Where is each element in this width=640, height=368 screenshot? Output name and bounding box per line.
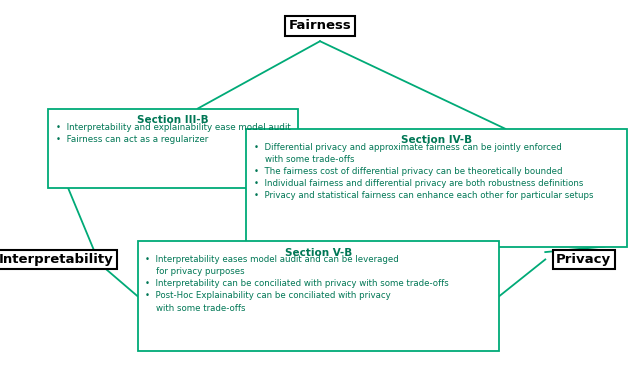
Text: Privacy: Privacy [556,253,611,266]
Text: •  Interpretability and explainability ease model audit
•  Fairness can act as a: • Interpretability and explainability ea… [56,123,291,144]
Text: Section IV-B: Section IV-B [401,135,472,145]
Text: Section V-B: Section V-B [285,248,352,258]
FancyBboxPatch shape [48,109,298,188]
FancyBboxPatch shape [138,241,499,351]
Text: Interpretability: Interpretability [0,253,114,266]
Text: Section III-B: Section III-B [137,115,209,125]
Text: •  Interpretability eases model audit and can be leveraged
    for privacy purpo: • Interpretability eases model audit and… [145,255,449,313]
FancyBboxPatch shape [246,129,627,247]
Text: •  Differential privacy and approximate fairness can be jointly enforced
    wit: • Differential privacy and approximate f… [254,143,593,201]
Text: Fairness: Fairness [289,19,351,32]
